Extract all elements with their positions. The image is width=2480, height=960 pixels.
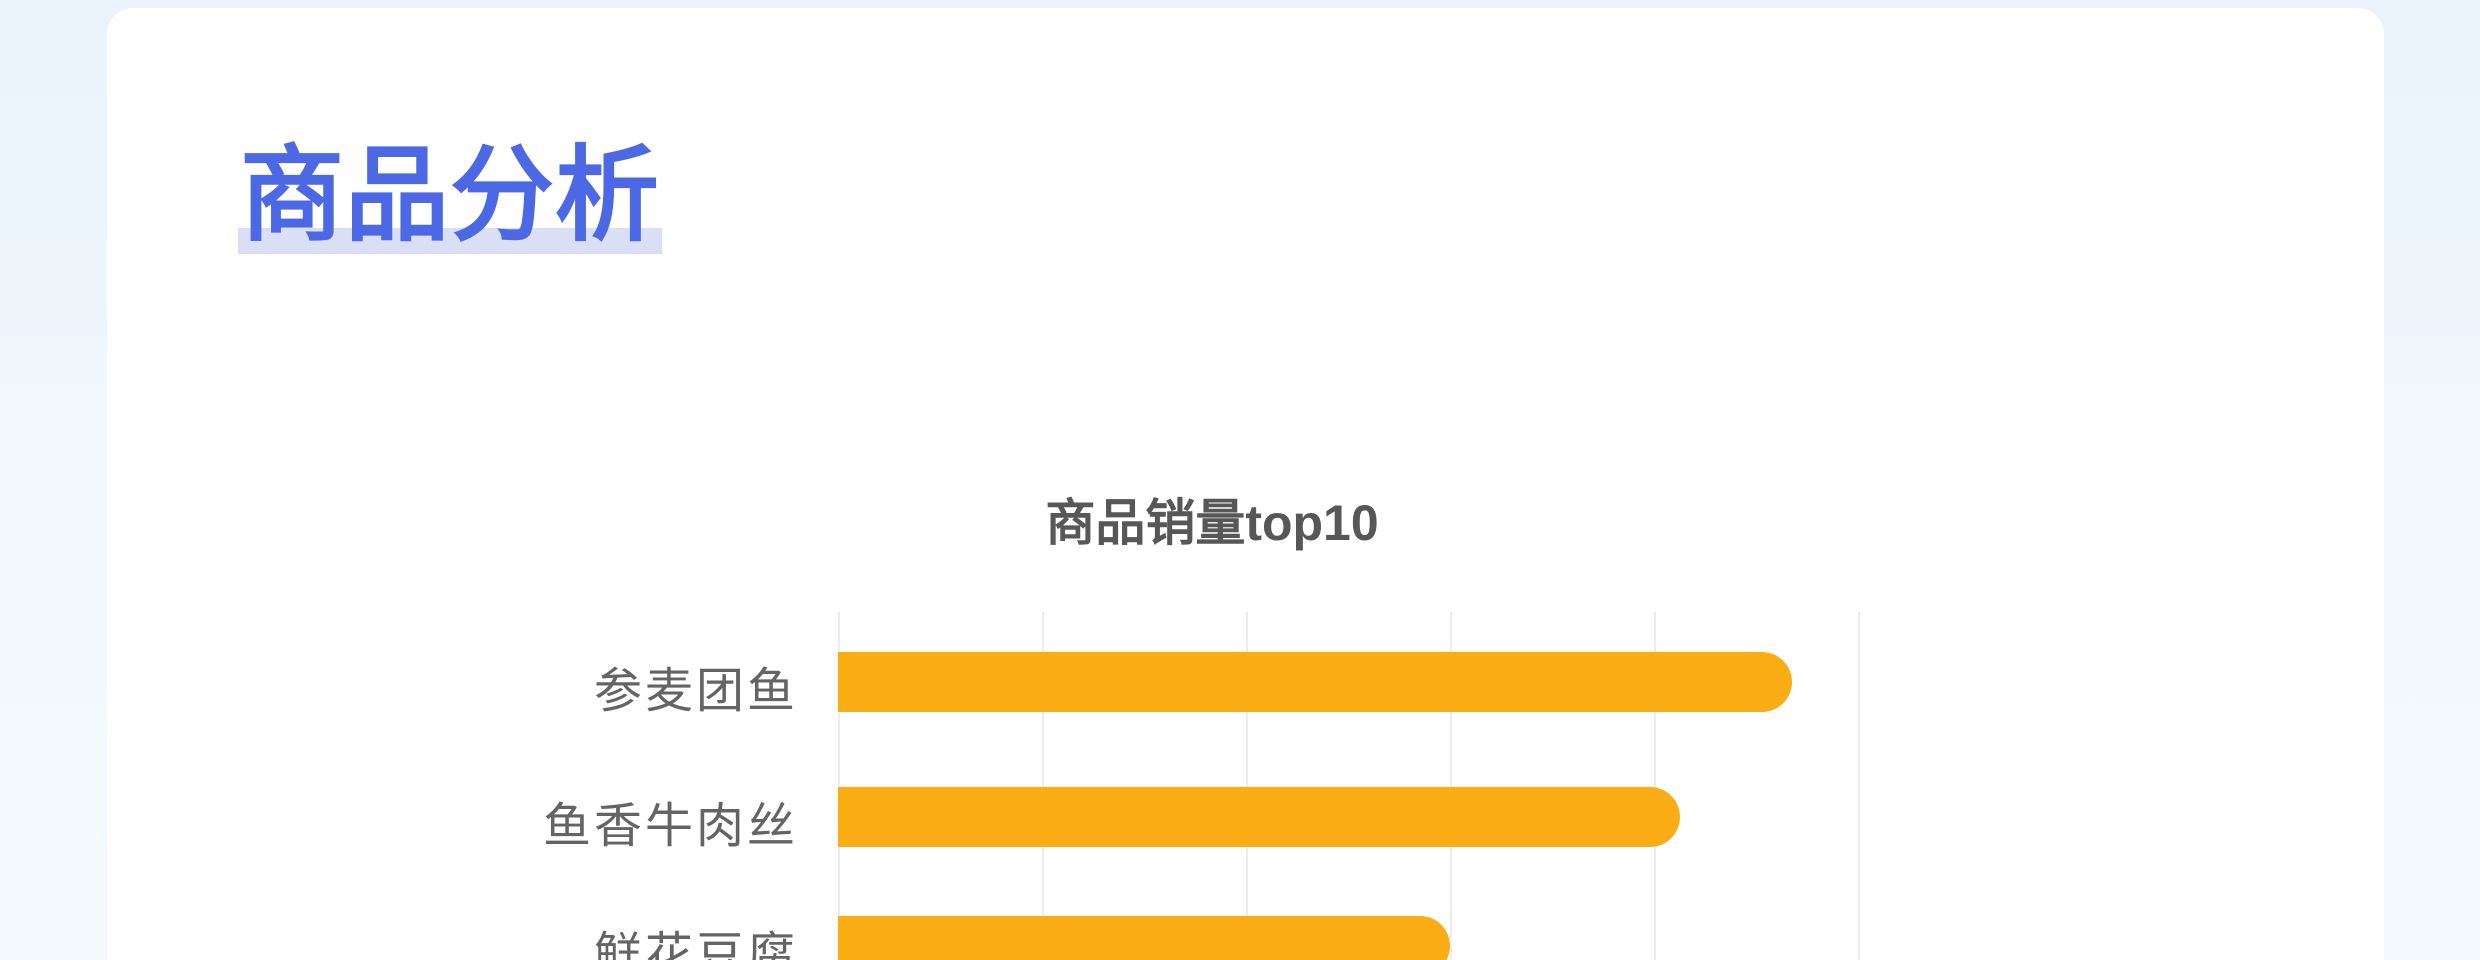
section-heading: 商品分析 bbox=[238, 138, 662, 260]
bar-鱼香牛肉丝[interactable] bbox=[838, 787, 1680, 847]
bar-鲜花豆腐[interactable] bbox=[838, 916, 1450, 960]
chart-title: 商品销量top10 bbox=[1045, 495, 1379, 551]
section-title: 商品分析 bbox=[240, 138, 661, 254]
bar-参麦团鱼[interactable] bbox=[838, 652, 1792, 712]
heading-highlight-bar bbox=[238, 228, 662, 254]
